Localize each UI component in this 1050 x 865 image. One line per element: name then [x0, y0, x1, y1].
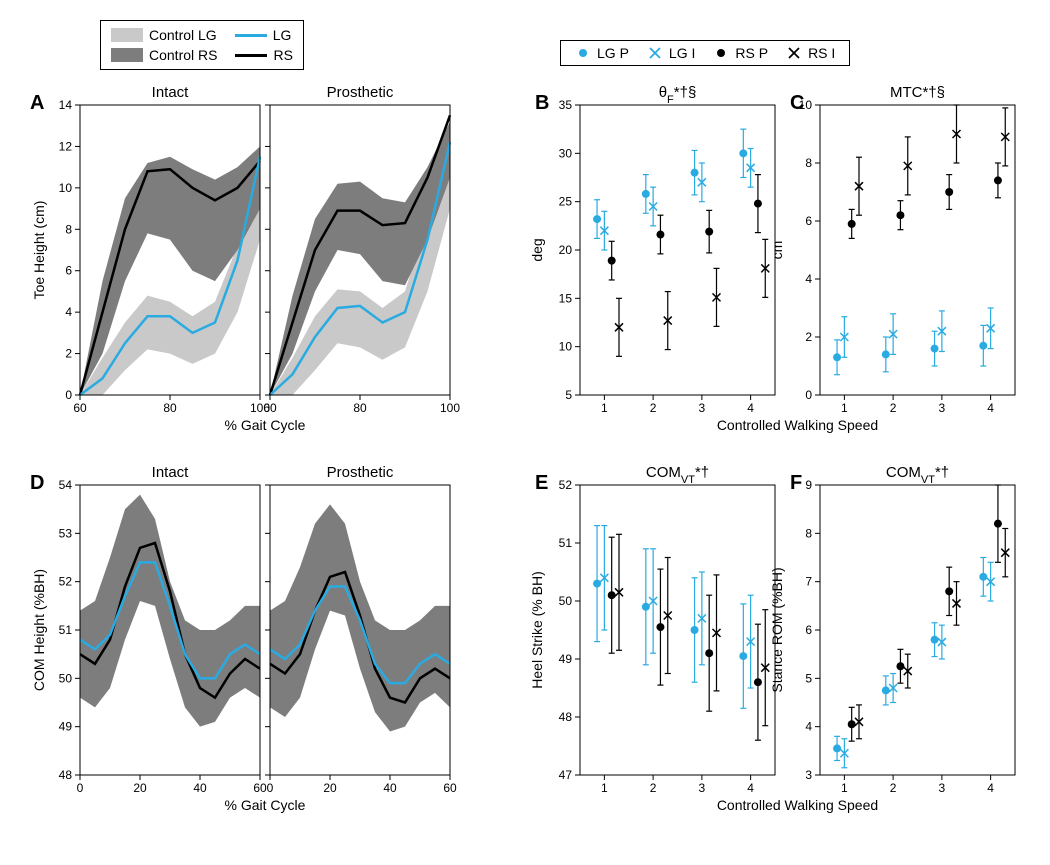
svg-text:35: 35 — [559, 98, 573, 112]
svg-text:20: 20 — [133, 781, 147, 795]
svg-text:Intact: Intact — [152, 84, 190, 101]
svg-text:Heel Strike (% BH): Heel Strike (% BH) — [529, 571, 545, 688]
svg-text:2: 2 — [890, 401, 897, 415]
svg-text:50: 50 — [59, 671, 73, 685]
svg-text:20: 20 — [323, 781, 337, 795]
svg-text:Prosthetic: Prosthetic — [327, 84, 394, 101]
svg-text:0: 0 — [805, 388, 812, 402]
svg-text:4: 4 — [987, 781, 994, 795]
svg-text:60: 60 — [263, 401, 277, 415]
svg-text:49: 49 — [59, 720, 73, 734]
svg-text:80: 80 — [353, 401, 367, 415]
svg-text:1: 1 — [601, 401, 608, 415]
svg-text:8: 8 — [805, 526, 812, 540]
svg-text:14: 14 — [59, 98, 73, 112]
svg-text:60: 60 — [73, 401, 87, 415]
svg-text:Stance ROM (%BH): Stance ROM (%BH) — [769, 567, 785, 692]
svg-text:4: 4 — [805, 720, 812, 734]
svg-text:4: 4 — [747, 781, 754, 795]
svg-text:Prosthetic: Prosthetic — [327, 464, 394, 481]
svg-text:1: 1 — [841, 401, 848, 415]
svg-text:2: 2 — [890, 781, 897, 795]
svg-text:2: 2 — [650, 401, 657, 415]
svg-text:48: 48 — [59, 768, 73, 782]
svg-text:COMVT*†: COMVT*† — [886, 464, 949, 486]
svg-text:6: 6 — [65, 264, 72, 278]
svg-text:Controlled Walking Speed: Controlled Walking Speed — [717, 417, 878, 433]
svg-text:12: 12 — [59, 139, 73, 153]
svg-text:3: 3 — [699, 781, 706, 795]
svg-text:51: 51 — [59, 623, 73, 637]
svg-text:54: 54 — [59, 478, 73, 492]
svg-text:Controlled Walking Speed: Controlled Walking Speed — [717, 797, 878, 813]
svg-text:20: 20 — [559, 243, 573, 257]
svg-text:47: 47 — [559, 768, 573, 782]
svg-text:52: 52 — [59, 575, 73, 589]
svg-text:Toe Height (cm): Toe Height (cm) — [31, 201, 47, 300]
svg-text:50: 50 — [559, 594, 573, 608]
svg-text:0: 0 — [267, 781, 274, 795]
figure: Control LG LG Control RS RS LG PLG IRS P… — [20, 20, 1030, 845]
svg-text:1: 1 — [601, 781, 608, 795]
svg-text:8: 8 — [65, 222, 72, 236]
svg-text:5: 5 — [805, 671, 812, 685]
svg-text:MTC*†§: MTC*†§ — [890, 84, 945, 101]
svg-text:25: 25 — [559, 195, 573, 209]
svg-text:3: 3 — [699, 401, 706, 415]
svg-text:10: 10 — [559, 340, 573, 354]
svg-text:6: 6 — [805, 623, 812, 637]
svg-text:0: 0 — [65, 388, 72, 402]
svg-text:30: 30 — [559, 146, 573, 160]
svg-text:52: 52 — [559, 478, 573, 492]
svg-text:10: 10 — [799, 98, 813, 112]
svg-text:80: 80 — [163, 401, 177, 415]
svg-text:% Gait Cycle: % Gait Cycle — [225, 417, 306, 433]
svg-text:2: 2 — [65, 347, 72, 361]
svg-text:51: 51 — [559, 536, 573, 550]
svg-text:49: 49 — [559, 652, 573, 666]
svg-text:60: 60 — [253, 781, 267, 795]
svg-text:2: 2 — [650, 781, 657, 795]
svg-text:4: 4 — [987, 401, 994, 415]
svg-text:100: 100 — [440, 401, 460, 415]
svg-text:θF*†§: θF*†§ — [659, 84, 697, 106]
svg-text:40: 40 — [193, 781, 207, 795]
svg-text:4: 4 — [65, 305, 72, 319]
svg-text:4: 4 — [747, 401, 754, 415]
svg-text:cm: cm — [769, 241, 785, 260]
svg-text:0: 0 — [77, 781, 84, 795]
svg-text:COM Height (%BH): COM Height (%BH) — [31, 569, 47, 691]
svg-text:48: 48 — [559, 710, 573, 724]
svg-text:% Gait Cycle: % Gait Cycle — [225, 797, 306, 813]
svg-text:3: 3 — [939, 781, 946, 795]
svg-text:53: 53 — [59, 526, 73, 540]
svg-text:3: 3 — [939, 401, 946, 415]
svg-text:15: 15 — [559, 291, 573, 305]
svg-text:7: 7 — [805, 575, 812, 589]
svg-text:60: 60 — [443, 781, 457, 795]
svg-text:deg: deg — [529, 238, 545, 261]
svg-text:2: 2 — [805, 330, 812, 344]
svg-text:4: 4 — [805, 272, 812, 286]
svg-text:10: 10 — [59, 181, 73, 195]
svg-text:6: 6 — [805, 214, 812, 228]
svg-text:1: 1 — [841, 781, 848, 795]
svg-text:5: 5 — [565, 388, 572, 402]
svg-text:40: 40 — [383, 781, 397, 795]
svg-text:8: 8 — [805, 156, 812, 170]
svg-text:9: 9 — [805, 478, 812, 492]
svg-text:COMVT*†: COMVT*† — [646, 464, 709, 486]
chart-canvas: 608010002468101214Toe Height (cm)Intact6… — [20, 20, 1030, 845]
svg-text:3: 3 — [805, 768, 812, 782]
svg-text:Intact: Intact — [152, 464, 190, 481]
